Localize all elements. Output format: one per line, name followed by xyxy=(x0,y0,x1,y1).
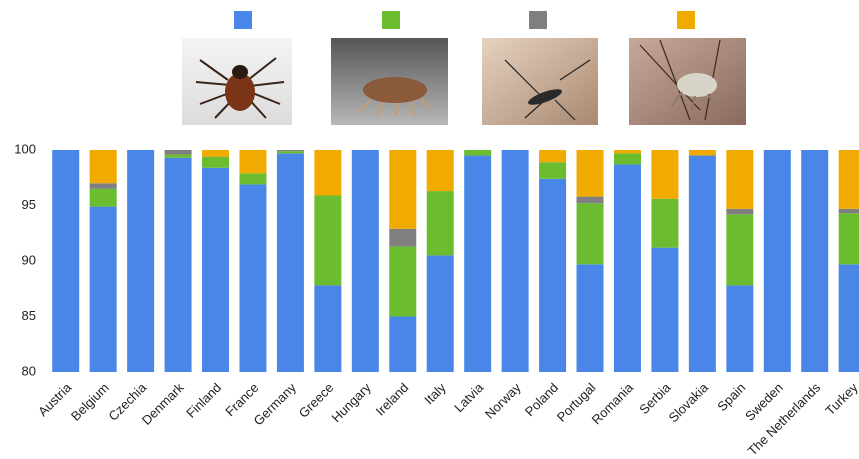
bar-segment xyxy=(838,150,859,209)
x-tick-label: Belgium xyxy=(68,380,112,424)
bar-segment xyxy=(314,150,342,196)
bars xyxy=(52,150,859,372)
bar-segment xyxy=(202,156,230,168)
bar-segment xyxy=(651,247,679,372)
y-tick-label: 95 xyxy=(22,197,36,212)
bar-segment xyxy=(576,203,604,265)
bar-segment xyxy=(314,195,342,286)
bar-segment xyxy=(726,214,754,286)
bar-segment xyxy=(501,150,529,372)
tick-body xyxy=(225,73,255,111)
bar-segment xyxy=(838,264,859,372)
bar-segment xyxy=(726,285,754,372)
y-tick-label: 90 xyxy=(22,252,36,267)
bar-segment xyxy=(651,198,679,248)
bar-segment xyxy=(726,150,754,209)
x-tick-label: Turkey xyxy=(822,380,859,419)
bar-segment xyxy=(202,150,230,157)
bar-segment xyxy=(239,173,267,185)
bar-segment xyxy=(539,162,567,179)
legend-swatch xyxy=(382,11,400,29)
bar-segment xyxy=(426,150,454,192)
y-tick-label: 80 xyxy=(22,363,36,378)
mosquito-legs xyxy=(504,59,591,121)
bar-segment xyxy=(276,150,304,152)
bar-segment xyxy=(127,150,155,372)
louse-body xyxy=(677,73,717,97)
bar-segment xyxy=(89,183,117,189)
bar-segment xyxy=(838,208,859,214)
bar-segment xyxy=(389,316,417,372)
x-tick-label: Spain xyxy=(714,380,748,414)
x-tick-label: Slovakia xyxy=(666,379,712,425)
bar-segment xyxy=(613,153,641,165)
y-tick-label: 85 xyxy=(22,308,36,323)
bar-segment xyxy=(801,150,829,372)
legend-swatch xyxy=(677,11,695,29)
bar-segment xyxy=(763,150,791,372)
x-tick-label: Norway xyxy=(482,380,524,422)
x-tick-label: Romania xyxy=(589,379,637,427)
bar-segment xyxy=(164,150,192,155)
louse-legs xyxy=(671,91,717,111)
bar-segment xyxy=(464,150,492,156)
legend-swatch xyxy=(234,11,252,29)
bar-segment xyxy=(351,150,379,372)
bar-segment xyxy=(314,285,342,372)
x-tick-label: Finland xyxy=(183,380,224,421)
bar-segment xyxy=(389,228,417,247)
x-tick-label: Hungary xyxy=(329,380,375,426)
woodlouse-body xyxy=(363,77,427,103)
mosquito-body xyxy=(527,89,563,105)
bar-segment xyxy=(651,150,679,199)
bar-segment xyxy=(613,150,641,154)
mosquito-photo xyxy=(482,38,598,125)
bar-segment xyxy=(239,184,267,372)
bar-segment xyxy=(276,153,304,372)
x-tick-label: Denmark xyxy=(139,380,187,428)
bar-segment xyxy=(576,150,604,197)
tick-legs xyxy=(195,57,285,119)
bar-segment xyxy=(576,264,604,372)
woodlouse-legs xyxy=(359,98,431,117)
bar-segment xyxy=(539,150,567,163)
bar-segment xyxy=(89,188,117,207)
legend-swatch xyxy=(529,11,547,29)
bar-segment xyxy=(576,196,604,204)
bar-segment xyxy=(52,150,80,372)
tick-head xyxy=(232,65,248,79)
bar-segment xyxy=(688,155,716,372)
legend-photos xyxy=(182,38,746,125)
bar-segment xyxy=(164,154,192,158)
bar-segment xyxy=(613,164,641,372)
bar-segment xyxy=(239,150,267,174)
bar-segment xyxy=(389,150,417,229)
bar-segment xyxy=(688,150,716,156)
bar-segment xyxy=(202,167,230,372)
bar-segment xyxy=(89,150,117,184)
x-tick-label: Latvia xyxy=(451,379,487,415)
bar-segment xyxy=(164,157,192,372)
bar-segment xyxy=(539,178,567,372)
x-tick-label: Italy xyxy=(421,380,449,408)
bar-segment xyxy=(464,155,492,372)
bar-segment xyxy=(89,206,117,372)
bar-segment xyxy=(426,191,454,256)
bar-segment xyxy=(838,213,859,265)
x-tick-label: Ireland xyxy=(373,380,412,419)
bar-segment xyxy=(389,246,417,317)
bar-segment xyxy=(726,208,754,215)
bar-segment xyxy=(426,255,454,372)
bar-segment xyxy=(276,151,304,154)
y-tick-label: 100 xyxy=(14,141,36,156)
